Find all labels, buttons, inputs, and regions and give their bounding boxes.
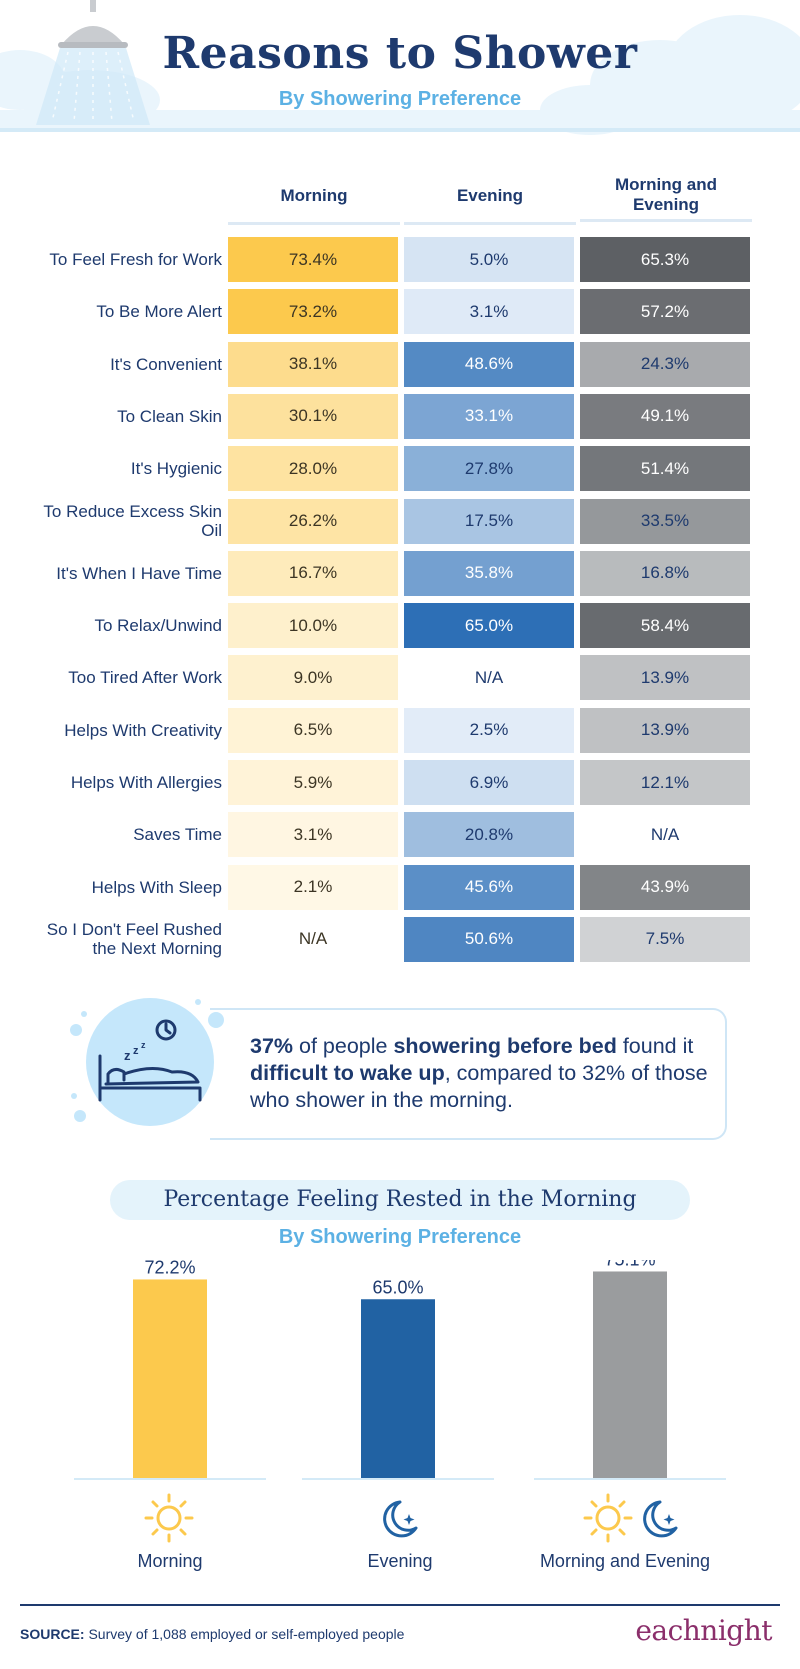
table-cell: 6.9% <box>404 760 574 805</box>
callout-pct: 37% <box>250 1034 294 1058</box>
table-cell: 24.3% <box>580 341 750 387</box>
svg-text:z: z <box>124 1048 131 1063</box>
rested-bar-chart: 72.2% 65.0% 75.1% <box>74 1260 726 1480</box>
row-label: To Be More Alert <box>96 302 222 322</box>
table-cell: 48.6% <box>404 341 574 387</box>
row-label: To Reduce Excess Skin Oil <box>43 502 222 540</box>
table-cell: 2.1% <box>228 864 398 910</box>
source-note: SOURCE: Survey of 1,088 employed or self… <box>20 1626 405 1642</box>
sleeping-bed-icon: z z z <box>70 998 224 1126</box>
row-label: To Feel Fresh for Work <box>49 250 222 269</box>
footer-divider <box>20 1604 780 1606</box>
moon-star-icon <box>643 1500 678 1538</box>
column-header-morning-and-evening: Morning and Evening <box>580 170 752 222</box>
table-cell: 27.8% <box>404 446 574 492</box>
row-label: To Clean Skin <box>117 406 222 426</box>
table-cell: 13.9% <box>580 707 750 753</box>
table-cell: 7.5% <box>580 916 750 962</box>
table-cell: 45.6% <box>404 864 574 910</box>
table-cell: 33.1% <box>404 393 574 439</box>
table-cell: 73.4% <box>228 237 398 282</box>
category-label-morning: Morning <box>137 1551 203 1571</box>
table-cell: 16.7% <box>228 550 398 596</box>
column-header-evening: Evening <box>404 170 576 225</box>
table-cell: 58.4% <box>580 603 750 649</box>
callout-box <box>210 1008 727 1140</box>
row-label: To Relax/Unwind <box>94 616 222 636</box>
table-cell: 49.1% <box>580 393 750 439</box>
table-cell: 16.8% <box>580 550 750 596</box>
shower-head-icon <box>36 0 150 125</box>
table-cell: 26.2% <box>228 498 398 544</box>
row-label: Helps With Creativity <box>64 720 222 740</box>
table-cell: 3.1% <box>404 289 574 335</box>
bar-morning-and-evening <box>593 1271 667 1478</box>
table-cell: 6.5% <box>228 707 398 753</box>
table-cell: N/A <box>474 667 504 687</box>
brand-logo: eachnight <box>635 1614 772 1647</box>
table-cell: 57.2% <box>580 289 750 335</box>
table-cell: 43.9% <box>580 864 750 910</box>
chart-subtitle: By Showering Preference <box>278 1226 522 1248</box>
table-cell: 28.0% <box>228 446 398 492</box>
bar-morning <box>133 1279 207 1478</box>
table-cell: 9.0% <box>228 655 398 701</box>
sun-icon <box>583 1493 633 1543</box>
row-label: It's When I Have Time <box>56 563 222 583</box>
table-cell: 33.5% <box>580 498 750 544</box>
table-cell: 50.6% <box>404 916 574 962</box>
table-cell: 65.0% <box>404 603 574 649</box>
row-label: It's Convenient <box>110 354 222 374</box>
chart-title-pill <box>110 1180 690 1220</box>
row-label: Too Tired After Work <box>68 668 222 688</box>
table-cell: 2.5% <box>404 707 574 753</box>
svg-text:z: z <box>141 1040 146 1050</box>
table-cell: 20.8% <box>404 812 574 858</box>
table-cell: 5.9% <box>228 760 398 805</box>
header-background <box>0 0 800 135</box>
table-cell: 5.0% <box>404 237 574 282</box>
row-label: It's Hygienic <box>130 459 222 479</box>
table-cell: N/A <box>298 929 328 949</box>
table-cell: 13.9% <box>580 655 750 701</box>
bar-value-label: 75.1% <box>604 1260 655 1269</box>
bar-value-label: 72.2% <box>144 1260 195 1277</box>
column-header-morning: Morning <box>228 170 400 225</box>
row-label: Helps With Sleep <box>91 877 222 897</box>
row-label: Saves Time <box>133 825 222 845</box>
table-cell: 30.1% <box>228 393 398 439</box>
table-cell: 17.5% <box>404 498 574 544</box>
category-label-evening: Evening <box>367 1551 433 1571</box>
row-label: Helps With Allergies <box>70 773 222 792</box>
table-cell: 65.3% <box>580 237 750 282</box>
table-cell: 10.0% <box>228 603 398 649</box>
page-title: Reasons to Shower <box>162 28 638 79</box>
row-label: So I Don't Feel Rushed the Next Morning <box>46 920 222 959</box>
category-label-morning-and-evening: Morning and Evening <box>539 1551 711 1571</box>
table-cell: N/A <box>650 824 680 844</box>
bar-evening <box>361 1299 435 1478</box>
bar-value-label: 65.0% <box>372 1277 423 1297</box>
sun-icon <box>144 1493 194 1543</box>
table-cell: 51.4% <box>580 446 750 492</box>
moon-star-icon <box>383 1500 418 1538</box>
table-cell: 38.1% <box>228 341 398 387</box>
table-cell: 12.1% <box>580 760 750 805</box>
table-cell: 3.1% <box>228 812 398 858</box>
svg-text:z: z <box>133 1045 139 1057</box>
callout-text: 37% of people showering before bed found… <box>250 1034 708 1112</box>
page-subtitle: By Showering Preference <box>278 88 522 110</box>
table-cell: 73.2% <box>228 289 398 335</box>
chart-title: Percentage Feeling Rested in the Morning <box>163 1187 637 1212</box>
table-cell: 35.8% <box>404 550 574 596</box>
